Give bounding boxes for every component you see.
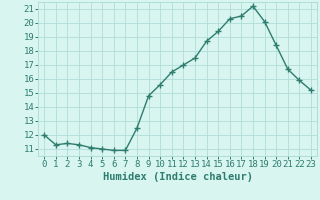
X-axis label: Humidex (Indice chaleur): Humidex (Indice chaleur) [103, 172, 252, 182]
